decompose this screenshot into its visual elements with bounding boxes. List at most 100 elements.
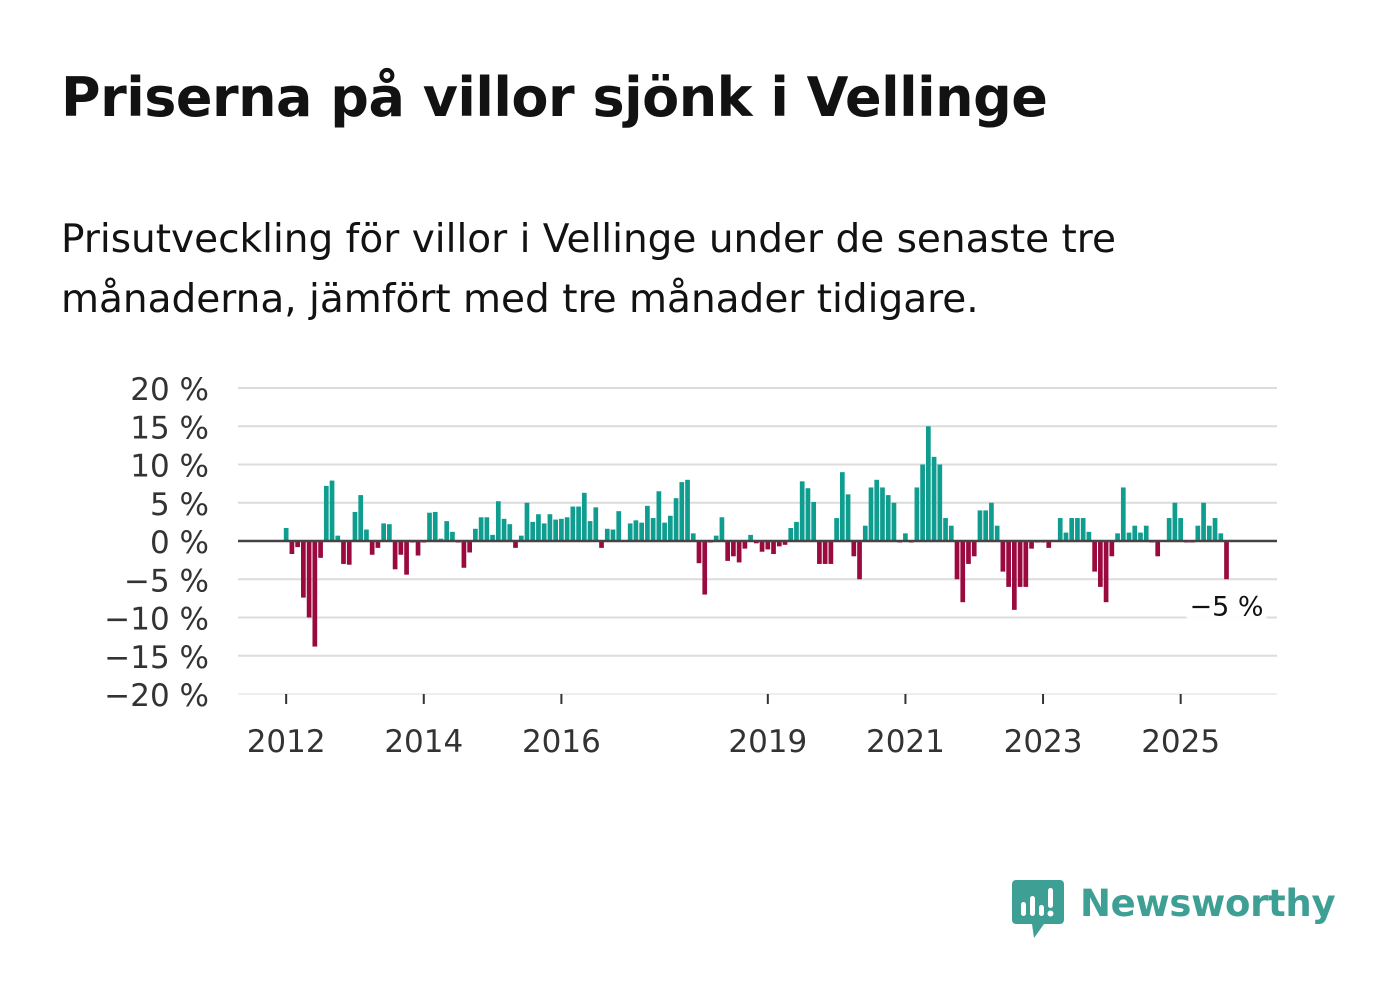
bar xyxy=(776,541,782,547)
bar xyxy=(1029,541,1034,549)
bar xyxy=(1000,541,1006,572)
bar xyxy=(593,507,599,541)
bar xyxy=(375,541,381,548)
y-tick-label: 5 % xyxy=(150,487,209,523)
bar xyxy=(966,541,971,564)
bar xyxy=(1172,502,1178,541)
bar xyxy=(616,511,622,541)
bar xyxy=(685,479,690,541)
bar xyxy=(1224,541,1229,580)
newsworthy-chart-icon xyxy=(1012,880,1064,938)
bar xyxy=(415,541,421,556)
bar xyxy=(1086,531,1092,541)
bar xyxy=(736,541,742,563)
bar xyxy=(633,520,639,541)
bar xyxy=(1080,518,1086,541)
y-tick-label: 15 % xyxy=(130,410,209,446)
bar xyxy=(713,535,719,541)
bar xyxy=(868,487,874,541)
bar xyxy=(513,541,518,548)
bar xyxy=(771,541,776,554)
bar xyxy=(989,502,994,541)
bar xyxy=(1046,541,1052,548)
bar xyxy=(696,541,702,564)
bar xyxy=(427,512,432,541)
bar xyxy=(839,472,845,541)
bar xyxy=(1103,541,1109,603)
bar xyxy=(788,528,794,541)
newsworthy-logo: Newsworthy xyxy=(1010,878,1336,942)
bar xyxy=(318,541,323,558)
bar xyxy=(444,521,450,541)
bar xyxy=(507,524,513,541)
bar xyxy=(885,495,891,541)
bar xyxy=(880,487,885,541)
bar xyxy=(369,541,375,555)
bar xyxy=(581,492,587,541)
bar xyxy=(794,521,799,542)
bar xyxy=(891,502,897,541)
bar xyxy=(610,529,616,541)
bar xyxy=(1098,541,1103,587)
bar xyxy=(862,525,868,541)
bar xyxy=(954,541,960,580)
axes: 20 %15 %10 %5 %0 %−5 %−10 %−15 %−20 %201… xyxy=(104,372,1277,760)
bar xyxy=(639,522,645,541)
bar xyxy=(478,517,484,541)
y-tick-label: −20 % xyxy=(104,678,209,714)
bar xyxy=(903,533,908,541)
bar xyxy=(1126,532,1132,541)
bar xyxy=(1063,532,1069,541)
bar xyxy=(977,510,983,541)
bar xyxy=(667,515,673,541)
bar xyxy=(1206,525,1212,541)
y-tick-label: 0 % xyxy=(150,525,209,561)
bar xyxy=(301,541,306,598)
bar xyxy=(1212,518,1218,541)
bar xyxy=(748,534,753,541)
bar xyxy=(817,541,822,564)
bar xyxy=(759,541,765,552)
bar xyxy=(501,518,507,541)
bar xyxy=(329,480,335,541)
bar xyxy=(782,541,788,545)
bar xyxy=(364,529,369,541)
bar xyxy=(673,498,679,541)
bar xyxy=(845,494,851,541)
bar xyxy=(587,521,593,541)
bar xyxy=(1012,541,1017,610)
last-value-annotation: −5 % xyxy=(1189,591,1263,622)
bar xyxy=(765,541,771,550)
chart-subtitle: Prisutveckling för villor i Vellinge und… xyxy=(61,217,1116,322)
bar xyxy=(851,541,857,557)
bar xyxy=(576,506,581,541)
bar xyxy=(926,426,931,541)
y-tick-label: −10 % xyxy=(104,602,209,638)
bar xyxy=(518,535,524,541)
annotation-background xyxy=(1186,589,1267,622)
bar xyxy=(1109,541,1115,557)
bar xyxy=(1120,487,1126,541)
bar xyxy=(283,528,289,541)
bar xyxy=(799,481,805,541)
bar xyxy=(948,525,954,541)
y-tick-label: −5 % xyxy=(124,563,209,599)
bar xyxy=(564,517,570,541)
bar xyxy=(398,541,404,555)
bar xyxy=(805,488,811,541)
bar xyxy=(392,541,398,570)
bar xyxy=(490,534,495,541)
bar xyxy=(524,502,530,541)
bar xyxy=(335,535,341,541)
bar-chart: 20 %15 %10 %5 %0 %−5 %−10 %−15 %−20 %201… xyxy=(104,372,1277,760)
brand-name: Newsworthy xyxy=(1080,882,1336,925)
x-tick-label: 2016 xyxy=(522,724,601,760)
bar xyxy=(679,482,685,541)
y-tick-label: −15 % xyxy=(104,640,209,676)
bar xyxy=(295,541,300,548)
bar xyxy=(547,514,553,541)
x-tick-label: 2012 xyxy=(247,724,326,760)
bar xyxy=(1201,502,1206,541)
bar xyxy=(811,501,817,541)
bar xyxy=(346,541,352,565)
